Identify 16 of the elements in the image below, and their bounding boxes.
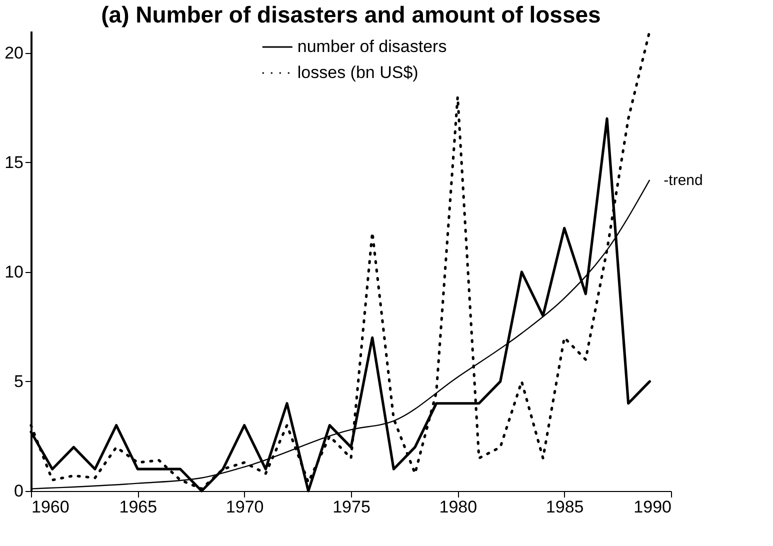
x-tick-label: 1960 xyxy=(32,498,70,516)
chart-title: (a) Number of disasters and amount of losses xyxy=(101,2,601,28)
x-tick-label: 1965 xyxy=(119,498,158,516)
y-tick-label: 10 xyxy=(4,262,24,282)
x-tick-label: 1970 xyxy=(226,498,264,516)
x-tick-label: 1990 xyxy=(634,498,672,516)
legend-label: losses (bn US$) xyxy=(297,63,418,82)
y-tick-label: 0 xyxy=(14,482,24,500)
series-label: -trend xyxy=(664,172,703,189)
legend-label: number of disasters xyxy=(297,37,447,56)
x-tick-label: 1975 xyxy=(332,498,370,516)
y-tick-label: 20 xyxy=(4,43,24,62)
x-tick-label: 1985 xyxy=(546,498,584,516)
y-tick-label: 5 xyxy=(14,372,24,391)
x-tick-label: 1980 xyxy=(439,498,478,516)
y-tick-label: 15 xyxy=(4,152,24,172)
